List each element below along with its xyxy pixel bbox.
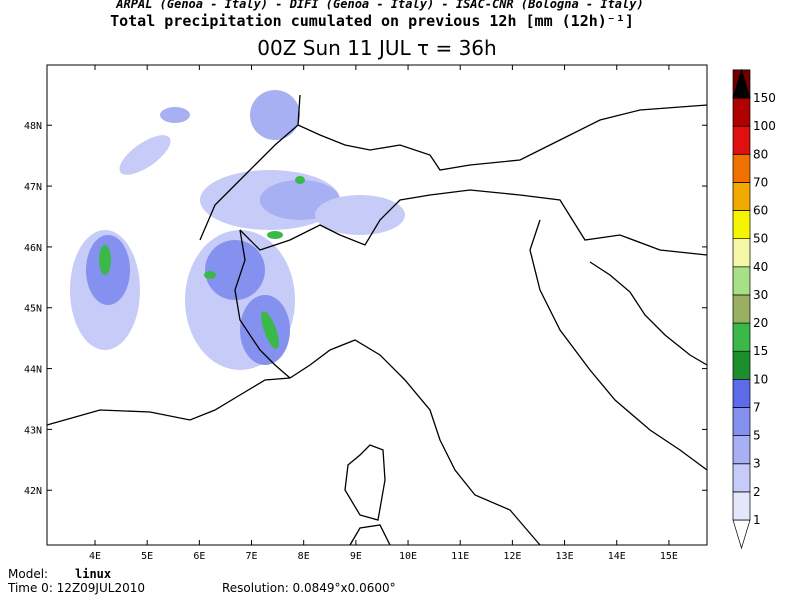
colorbar-label: 80 bbox=[753, 147, 768, 161]
colorbar-label: 60 bbox=[753, 204, 768, 218]
colorbar-swatch bbox=[732, 435, 751, 465]
lon-tick-label: 11E bbox=[451, 551, 469, 562]
colorbar-swatch bbox=[732, 153, 751, 183]
colorbar-swatch bbox=[732, 519, 751, 550]
colorbar-swatch bbox=[732, 294, 751, 324]
colorbar-label: 50 bbox=[753, 232, 768, 246]
colorbar-swatch bbox=[732, 350, 751, 380]
colorbar-swatch bbox=[732, 125, 751, 155]
colorbar-label: 20 bbox=[753, 316, 768, 330]
colorbar-swatch bbox=[732, 238, 751, 268]
lon-tick-label: 4E bbox=[89, 551, 101, 562]
resolution: Resolution: 0.0849°x0.0600° bbox=[222, 581, 396, 595]
colorbar-label: 70 bbox=[753, 175, 768, 189]
colorbar-label: 100 bbox=[753, 119, 776, 133]
subtitle: 00Z Sun 11 JUL τ = 36h bbox=[257, 36, 496, 60]
lon-tick-label: 9E bbox=[350, 551, 362, 562]
lon-tick-label: 6E bbox=[193, 551, 205, 562]
credits: ARPAL (Genoa - Italy) - DIFI (Genoa - It… bbox=[115, 0, 643, 11]
colorbar-swatch bbox=[732, 378, 751, 408]
colorbar-label: 5 bbox=[753, 429, 761, 443]
title: Total precipitation cumulated on previou… bbox=[110, 12, 634, 30]
colorbar-swatch bbox=[732, 491, 751, 521]
colorbar-swatch bbox=[732, 266, 751, 296]
time: Time 0: 12Z09JUL2010 bbox=[7, 581, 145, 595]
colorbar-swatch bbox=[732, 322, 751, 352]
lon-tick-label: 7E bbox=[245, 551, 257, 562]
lon-tick-label: 15E bbox=[660, 551, 678, 562]
colorbar-label: 15 bbox=[753, 344, 768, 358]
colorbar-swatch bbox=[732, 97, 751, 127]
colorbar-label: 10 bbox=[753, 372, 768, 386]
lon-tick-label: 5E bbox=[141, 551, 153, 562]
colorbar-swatch bbox=[732, 210, 751, 240]
lat-tick-label: 45N bbox=[24, 304, 42, 315]
lat-tick-label: 42N bbox=[24, 486, 42, 497]
precipitation bbox=[70, 90, 405, 370]
colorbar-label: 2 bbox=[753, 485, 761, 499]
colorbar-swatch bbox=[732, 407, 751, 436]
lat-tick-label: 47N bbox=[24, 182, 42, 193]
lon-tick-label: 12E bbox=[503, 551, 521, 562]
lat-tick-label: 44N bbox=[24, 365, 42, 376]
model: linux bbox=[75, 567, 111, 581]
lat-tick-label: 46N bbox=[24, 243, 42, 254]
colorbar-swatch bbox=[732, 463, 751, 493]
colorbar-label: 30 bbox=[753, 288, 768, 302]
colorbar-label: 7 bbox=[753, 400, 761, 414]
coastlines-borders bbox=[46, 94, 708, 546]
lat-tick-label: 48N bbox=[24, 121, 42, 132]
colorbar-label: 40 bbox=[753, 260, 768, 274]
map-frame bbox=[46, 64, 708, 546]
colorbar-label: 150 bbox=[753, 91, 776, 105]
colorbar-swatch bbox=[732, 182, 751, 211]
colorbar-label: 3 bbox=[753, 457, 761, 471]
colorbar-label: 1 bbox=[753, 513, 761, 527]
lat-tick-label: 43N bbox=[24, 425, 42, 436]
lon-tick-label: 14E bbox=[608, 551, 626, 562]
lon-tick-label: 10E bbox=[399, 551, 417, 562]
lon-tick-label: 8E bbox=[298, 551, 310, 562]
colorbar-swatch bbox=[732, 68, 751, 99]
lon-tick-label: 13E bbox=[556, 551, 574, 562]
model-label: Model: bbox=[8, 567, 48, 581]
